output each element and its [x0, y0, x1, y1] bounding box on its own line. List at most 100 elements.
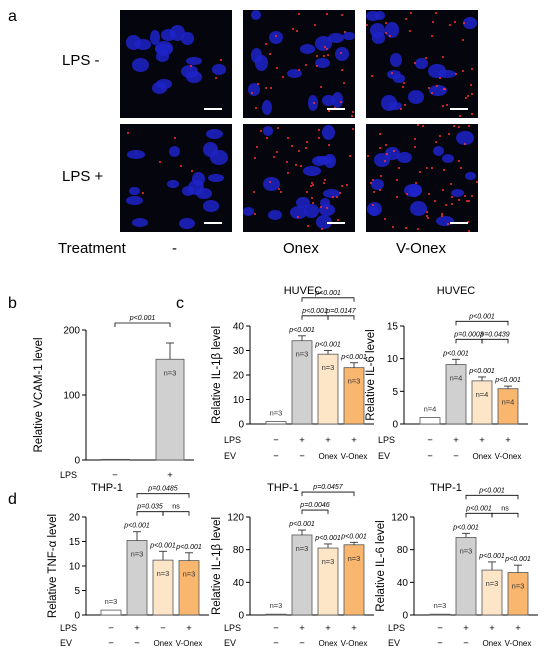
red-signal-dot [447, 223, 450, 226]
row-cell: − [108, 638, 114, 649]
n-label: n=3 [105, 597, 118, 606]
row-cell: Onex [318, 639, 337, 648]
bracket-p-value: p<0.001 [301, 308, 328, 315]
nucleus [262, 99, 273, 116]
red-signal-dot [189, 64, 192, 67]
red-signal-dot [458, 159, 461, 162]
nucleus [212, 64, 226, 75]
significance-bracket [465, 512, 493, 518]
panel-letter: d [8, 491, 17, 508]
chart-c-huvec-il6: HUVEC 0 5 10 15 Relative IL-6 level n=4 n=4 p<0.… [365, 285, 528, 462]
red-signal-dot [379, 147, 382, 150]
y-axis-label: Relative IL-6 level [375, 520, 387, 611]
nucleus [433, 145, 445, 156]
red-signal-dot [273, 156, 276, 159]
row-cell: − [134, 638, 140, 649]
red-signal-dot [325, 12, 328, 15]
red-signal-dot [317, 128, 320, 131]
red-signal-dot [341, 185, 343, 188]
red-signal-dot [297, 149, 300, 152]
nucleus [168, 146, 180, 157]
red-signal-dot [448, 23, 451, 26]
y-tick-label: 10 [233, 395, 245, 406]
red-signal-dot [340, 101, 343, 104]
nucleus [179, 217, 195, 229]
row-name: EV [388, 638, 400, 648]
red-signal-dot [310, 182, 313, 185]
row-cell: + [299, 435, 305, 446]
red-signal-dot [441, 213, 444, 216]
nucleus [407, 90, 425, 105]
red-signal-dot [455, 72, 458, 75]
chart-b-vcam1: b 0 100 200 Relative VCAM-1 level n=3 LPS − + p<0… [8, 295, 194, 481]
y-tick-label: 5 [74, 586, 80, 597]
nucleus [167, 179, 179, 189]
red-signal-dot [340, 69, 343, 72]
n-label: n=4 [476, 390, 489, 399]
red-signal-dot [434, 200, 437, 203]
chart-d-thp1-tnfa: d THP-1 0 5 10 15 20 Relative TNF-α level n=3 n=3… [8, 482, 209, 649]
nucleus [315, 35, 333, 51]
red-signal-dot [413, 137, 416, 140]
y-tick-label: 20 [69, 513, 81, 524]
red-signal-dot [253, 191, 256, 194]
red-signal-dot [383, 160, 386, 163]
nucleus [415, 57, 429, 70]
red-signal-dot [306, 224, 309, 227]
bar-p-value: p<0.001 [504, 556, 531, 563]
red-signal-dot [315, 65, 318, 68]
red-signal-dot [470, 84, 473, 87]
y-tick-label: 0 [238, 611, 244, 622]
red-signal-dot [439, 77, 442, 80]
red-signal-dot [304, 63, 307, 66]
bar [265, 421, 287, 425]
red-signal-dot [349, 154, 352, 157]
red-signal-dot [274, 34, 277, 37]
scale-bar [204, 108, 222, 110]
bar [126, 540, 148, 616]
red-signal-dot [467, 199, 470, 202]
red-signal-dot [431, 20, 434, 23]
nucleus [295, 196, 310, 208]
red-signal-dot [464, 97, 467, 100]
bracket-p-value: p=0.0147 [325, 308, 356, 315]
red-signal-dot [275, 150, 278, 153]
row-cell: Onex [318, 452, 337, 461]
nucleus [134, 38, 152, 50]
red-signal-dot [369, 182, 372, 185]
red-signal-dot [461, 69, 464, 72]
bar [100, 458, 130, 461]
red-signal-dot [323, 178, 326, 181]
red-signal-dot [450, 195, 453, 198]
nucleus [181, 185, 194, 196]
red-signal-dot [277, 187, 280, 190]
nucleus [304, 203, 319, 219]
red-signal-dot [352, 127, 355, 130]
nucleus [303, 166, 322, 176]
row-cell: + [186, 623, 192, 634]
red-signal-dot [352, 111, 355, 114]
red-signal-dot [452, 125, 455, 128]
red-signal-dot [444, 203, 447, 206]
y-tick-label: 10 [69, 562, 81, 573]
row-cell: V-Onex [505, 639, 532, 648]
red-signal-dot [366, 23, 369, 26]
nucleus [243, 207, 255, 216]
red-signal-dot [219, 58, 222, 61]
red-signal-dot [468, 229, 471, 232]
bar-p-value: p<0.001 [442, 350, 469, 357]
bar [481, 569, 503, 616]
nucleus [332, 92, 344, 108]
red-signal-dot [466, 200, 469, 203]
red-signal-dot [320, 85, 323, 88]
red-signal-dot [442, 168, 445, 171]
row-cell: − [427, 451, 433, 462]
red-signal-dot [403, 82, 406, 85]
red-signal-dot [475, 181, 478, 184]
red-signal-dot [380, 174, 383, 177]
red-signal-dot [269, 180, 272, 183]
red-signal-dot [370, 75, 373, 77]
panel-letter: c [176, 295, 184, 312]
nucleus [262, 126, 274, 137]
bar [507, 572, 529, 616]
